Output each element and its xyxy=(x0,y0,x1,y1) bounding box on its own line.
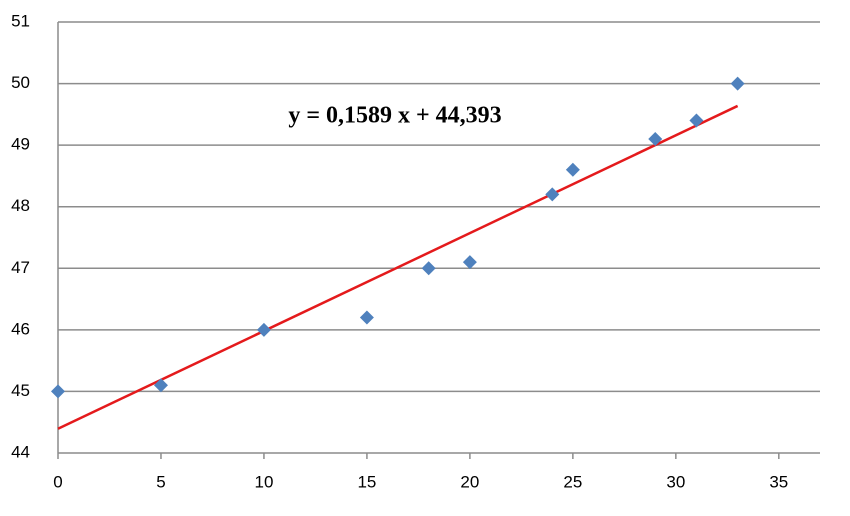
data-point xyxy=(51,384,65,399)
x-tick-label: 0 xyxy=(53,472,62,491)
y-tick-label: 47 xyxy=(11,258,30,277)
data-point xyxy=(421,261,436,276)
y-tick-label: 45 xyxy=(11,381,30,400)
x-tick-label: 25 xyxy=(563,472,582,491)
data-point xyxy=(359,310,374,325)
trendline xyxy=(57,104,739,430)
x-tick-label: 20 xyxy=(460,472,479,491)
y-tick-label: 46 xyxy=(11,319,30,338)
x-tick-label: 15 xyxy=(357,472,376,491)
data-point xyxy=(565,162,580,177)
x-tick-label: 10 xyxy=(254,472,273,491)
y-tick-label: 49 xyxy=(11,135,30,154)
data-point xyxy=(462,255,477,270)
trendline-equation: y = 0,1589 x + 44,393 xyxy=(288,103,501,129)
data-point xyxy=(153,378,168,393)
y-tick-label: 51 xyxy=(11,11,30,30)
x-tick-label: 5 xyxy=(156,472,165,491)
data-point xyxy=(545,187,560,202)
y-tick-label: 48 xyxy=(11,196,30,215)
data-point xyxy=(256,322,271,337)
x-tick-label: 30 xyxy=(666,472,685,491)
data-point xyxy=(689,113,704,128)
x-tick-label: 35 xyxy=(769,472,788,491)
data-point xyxy=(730,76,745,91)
y-tick-label: 44 xyxy=(11,442,30,461)
data-point xyxy=(648,131,663,146)
y-tick-label: 50 xyxy=(11,73,30,92)
